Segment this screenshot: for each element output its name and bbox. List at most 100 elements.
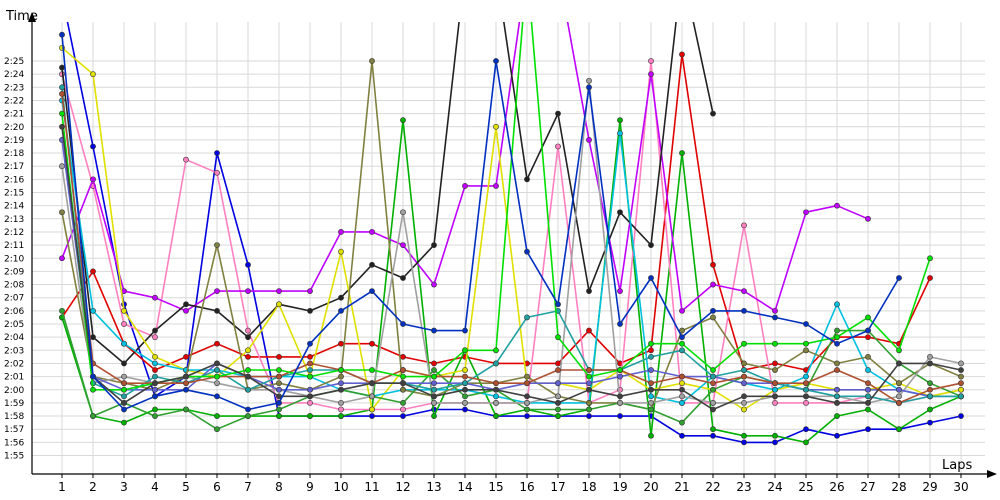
y-axis-arrow bbox=[28, 12, 36, 22]
y-tick-label: 2:10 bbox=[4, 254, 24, 264]
data-point bbox=[834, 202, 840, 209]
data-point bbox=[462, 347, 468, 354]
data-point bbox=[648, 242, 654, 248]
y-tick-label: 2:06 bbox=[4, 307, 24, 317]
data-point bbox=[586, 288, 592, 295]
data-point bbox=[214, 360, 220, 367]
x-axis-title: Laps bbox=[942, 458, 972, 473]
data-point bbox=[214, 242, 220, 248]
data-point bbox=[400, 399, 406, 406]
data-point bbox=[493, 123, 499, 130]
data-point bbox=[245, 367, 251, 373]
data-point bbox=[679, 432, 685, 439]
series-9 bbox=[59, 58, 964, 413]
data-point bbox=[152, 413, 158, 419]
data-point bbox=[617, 413, 623, 419]
data-point bbox=[90, 176, 96, 183]
data-point bbox=[524, 380, 530, 387]
data-point bbox=[214, 307, 220, 314]
data-point bbox=[338, 367, 344, 373]
data-point bbox=[555, 334, 561, 341]
data-point bbox=[307, 399, 313, 406]
data-point bbox=[617, 130, 623, 137]
data-point bbox=[834, 386, 840, 393]
data-point bbox=[834, 340, 840, 347]
data-point bbox=[865, 380, 871, 387]
y-tick-label: 2:25 bbox=[4, 57, 24, 67]
data-point bbox=[431, 327, 437, 334]
data-point bbox=[958, 373, 964, 380]
x-tick-label: 11 bbox=[364, 480, 379, 494]
data-point bbox=[152, 373, 158, 380]
grid-layer bbox=[32, 22, 985, 474]
data-point bbox=[307, 393, 313, 400]
data-point bbox=[958, 413, 964, 419]
data-point bbox=[90, 413, 96, 419]
x-tick-label: 15 bbox=[488, 480, 503, 494]
data-point bbox=[152, 334, 158, 341]
series-15 bbox=[59, 22, 933, 393]
y-tick-label: 2:24 bbox=[4, 70, 24, 80]
data-point bbox=[307, 340, 313, 347]
data-point bbox=[927, 406, 933, 413]
data-point bbox=[369, 393, 375, 400]
data-point bbox=[338, 340, 344, 347]
data-point bbox=[245, 413, 251, 419]
data-point bbox=[524, 248, 530, 255]
x-tick-label: 16 bbox=[519, 480, 534, 494]
data-point bbox=[710, 314, 716, 321]
data-point bbox=[710, 386, 716, 393]
data-point bbox=[183, 353, 189, 360]
series-line bbox=[66, 22, 962, 444]
data-point bbox=[896, 426, 902, 433]
data-point bbox=[431, 399, 437, 406]
data-point bbox=[462, 373, 468, 380]
y-tick-label: 1:55 bbox=[4, 452, 24, 462]
data-point bbox=[803, 209, 809, 216]
x-tick-label: 8 bbox=[275, 480, 283, 494]
data-point bbox=[524, 406, 530, 413]
data-point bbox=[896, 275, 902, 281]
data-point bbox=[493, 183, 499, 189]
data-point bbox=[896, 360, 902, 367]
data-point bbox=[617, 288, 623, 295]
data-point bbox=[307, 353, 313, 360]
data-point bbox=[307, 373, 313, 380]
data-point bbox=[834, 334, 840, 341]
data-point bbox=[679, 307, 685, 314]
data-point bbox=[338, 413, 344, 419]
data-point bbox=[338, 399, 344, 406]
y-tick-label: 2:14 bbox=[4, 202, 24, 212]
data-point bbox=[679, 380, 685, 387]
data-point bbox=[214, 373, 220, 380]
data-point bbox=[648, 386, 654, 393]
data-point bbox=[152, 367, 158, 373]
series-line bbox=[61, 87, 961, 404]
data-point bbox=[152, 380, 158, 387]
x-tick-label: 13 bbox=[426, 480, 441, 494]
data-point bbox=[958, 393, 964, 400]
x-tick-label: 21 bbox=[674, 480, 689, 494]
data-point bbox=[183, 307, 189, 314]
data-point bbox=[400, 373, 406, 380]
x-tick-label: 9 bbox=[306, 480, 314, 494]
data-point bbox=[462, 399, 468, 406]
data-point bbox=[245, 327, 251, 334]
data-point bbox=[338, 380, 344, 387]
data-point bbox=[400, 321, 406, 327]
data-point bbox=[803, 399, 809, 406]
x-tick-label: 10 bbox=[333, 480, 348, 494]
data-point bbox=[338, 294, 344, 301]
y-tick-label: 2:11 bbox=[4, 241, 24, 251]
data-point bbox=[586, 367, 592, 373]
series-line bbox=[61, 126, 962, 411]
data-point bbox=[369, 229, 375, 235]
data-point bbox=[90, 386, 96, 393]
data-point bbox=[927, 360, 933, 367]
data-point bbox=[555, 380, 561, 387]
data-point bbox=[431, 281, 437, 288]
data-point bbox=[245, 386, 251, 393]
data-point bbox=[214, 367, 220, 373]
data-point bbox=[865, 353, 871, 360]
y-tick-label: 2:07 bbox=[4, 294, 24, 304]
